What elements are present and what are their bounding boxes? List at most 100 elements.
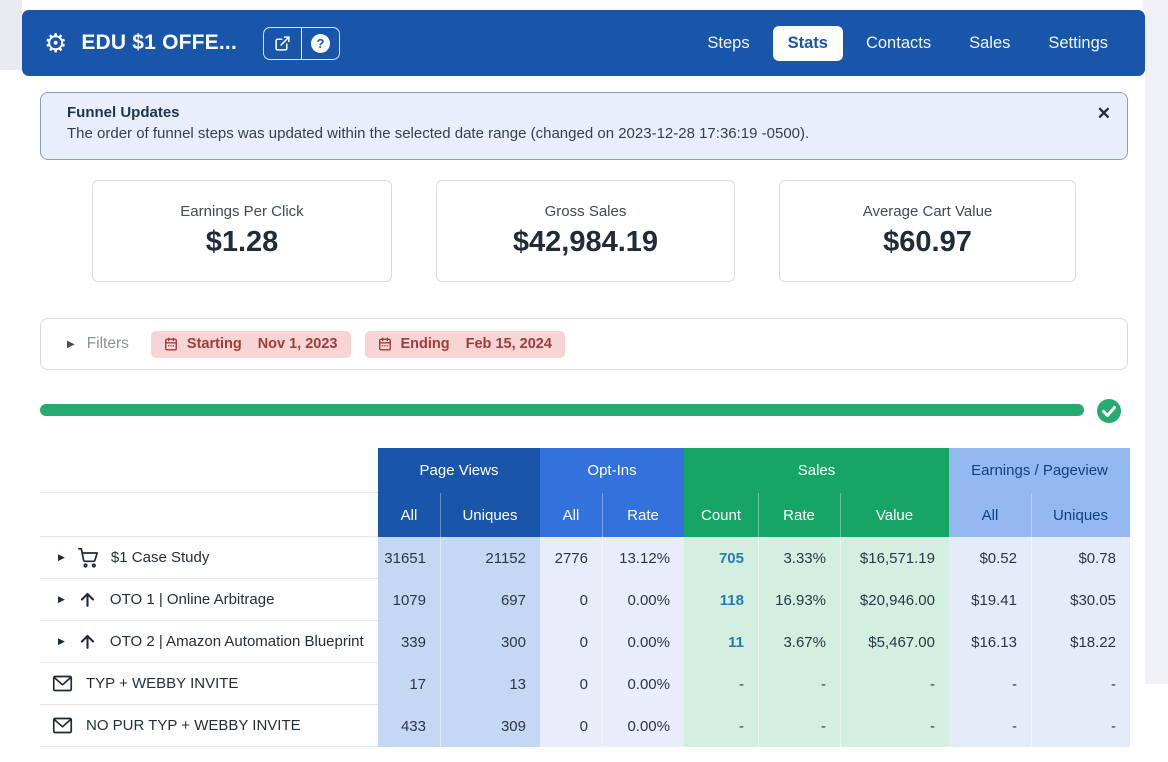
table-corner-spacer: [40, 448, 378, 493]
stat-card-value: $1.28: [205, 226, 279, 258]
open-funnel-button[interactable]: [262, 26, 302, 60]
cell-sales-value: -: [840, 705, 949, 747]
cell-sales-rate: 3.67%: [758, 621, 840, 663]
cell-earn-uniques: $0.78: [1031, 537, 1130, 579]
expand-caret-icon[interactable]: ▶: [58, 636, 65, 646]
cell-sales-rate: 3.33%: [758, 537, 840, 579]
cell-earn-uniques: $30.05: [1031, 579, 1130, 621]
ending-label: Ending: [400, 336, 450, 352]
cell-oi-rate: 0.00%: [602, 663, 684, 705]
funnel-step-row-label[interactable]: NO PUR TYP + WEBBY INVITE: [40, 705, 378, 747]
cell-oi-rate: 0.00%: [602, 621, 684, 663]
funnel-step-name: OTO 1 | Online Arbitrage: [109, 591, 275, 608]
col-header-sales-count[interactable]: Count: [684, 493, 758, 537]
sales-count-link[interactable]: 118: [719, 591, 744, 609]
stat-card-label: Earnings Per Click: [180, 203, 304, 220]
cell-earn-all: $19.41: [949, 579, 1031, 621]
cell-sales-value: $20,946.00: [840, 579, 949, 621]
col-group-earnings-pageview: Earnings / Pageview: [949, 448, 1130, 493]
funnel-step-name: TYP + WEBBY INVITE: [86, 675, 239, 692]
calendar-icon: [378, 337, 391, 351]
cell-pv-all: 339: [378, 621, 440, 663]
close-icon[interactable]: ✕: [1096, 104, 1111, 123]
filters-expand-caret-icon[interactable]: ▶: [67, 338, 75, 350]
funnel-tabs: Steps Stats Contacts Sales Settings: [692, 25, 1123, 61]
cell-earn-uniques: -: [1031, 663, 1130, 705]
cell-oi-rate: 13.12%: [602, 537, 684, 579]
cell-sales-count: 11: [684, 621, 758, 663]
cell-pv-uniques: 697: [440, 579, 540, 621]
cell-sales-count: 705: [684, 537, 758, 579]
sales-count-link[interactable]: 705: [718, 549, 744, 567]
cell-sales-value: -: [840, 663, 949, 705]
funnel-stats-table: Page Views Opt-Ins Sales Earnings / Page…: [40, 448, 1130, 747]
starting-label: Starting: [186, 336, 242, 352]
arrow-up-icon: [78, 632, 97, 651]
stat-card-label: Average Cart Value: [862, 203, 993, 220]
banner-title: Funnel Updates: [67, 104, 180, 121]
col-header-sales-rate[interactable]: Rate: [758, 493, 840, 537]
cell-earn-all: $16.13: [949, 621, 1031, 663]
starting-date-value: Nov 1, 2023: [257, 336, 338, 352]
funnel-step-row-label[interactable]: TYP + WEBBY INVITE: [40, 663, 378, 705]
stat-card-gross-sales: Gross Sales $42,984.19: [436, 180, 735, 282]
sales-count-link[interactable]: 11: [728, 633, 744, 651]
expand-caret-icon[interactable]: ▶: [58, 594, 65, 604]
stat-card-earnings-per-click: Earnings Per Click $1.28: [92, 180, 392, 282]
tab-settings[interactable]: Settings: [1048, 33, 1108, 52]
cell-pv-uniques: 300: [440, 621, 540, 663]
tab-stats[interactable]: Stats: [772, 25, 843, 61]
cell-pv-uniques: 309: [440, 705, 540, 747]
cell-sales-rate: -: [758, 705, 840, 747]
funnel-title: EDU $1 OFFE...: [81, 31, 237, 54]
filters-bar: ▶ Filters Starting Nov 1, 2023 Ending Fe…: [40, 318, 1128, 370]
tab-sales[interactable]: Sales: [969, 33, 1011, 52]
expand-caret-icon[interactable]: ▶: [58, 552, 65, 562]
stat-card-average-cart-value: Average Cart Value $60.97: [779, 180, 1076, 282]
col-header-sales-value[interactable]: Value: [840, 493, 949, 537]
stat-card-value: $60.97: [883, 226, 972, 258]
cell-oi-all: 0: [540, 621, 602, 663]
arrow-up-icon: [78, 590, 97, 609]
col-group-opt-ins: Opt-Ins: [540, 448, 684, 493]
cell-earn-all: -: [949, 663, 1031, 705]
cell-pv-all: 17: [378, 663, 440, 705]
starting-date-badge[interactable]: Starting Nov 1, 2023: [150, 330, 351, 358]
tab-steps[interactable]: Steps: [707, 33, 750, 52]
help-icon: ?: [310, 33, 330, 53]
col-header-pv-uniques[interactable]: Uniques: [440, 493, 540, 537]
cell-pv-all: 1079: [378, 579, 440, 621]
cell-sales-rate: 16.93%: [758, 579, 840, 621]
funnel-progress-bar: [40, 404, 1084, 416]
cell-earn-all: $0.52: [949, 537, 1031, 579]
col-header-pv-all[interactable]: All: [378, 493, 440, 537]
funnel-panel: ⚙ EDU $1 OFFE... ? Steps Stats Contacts: [22, 10, 1145, 762]
cell-oi-all: 0: [540, 663, 602, 705]
col-group-page-views: Page Views: [378, 448, 540, 493]
col-group-sales: Sales: [684, 448, 949, 493]
funnel-step-row-label[interactable]: ▶ OTO 2 | Amazon Automation Blueprint: [40, 621, 378, 663]
ending-date-badge[interactable]: Ending Feb 15, 2024: [364, 330, 565, 358]
help-button[interactable]: ?: [300, 26, 340, 60]
cell-pv-uniques: 13: [440, 663, 540, 705]
cart-icon: [77, 547, 98, 568]
col-header-oi-all[interactable]: All: [540, 493, 602, 537]
filters-label: Filters: [86, 335, 129, 352]
col-header-earn-uniques[interactable]: Uniques: [1031, 493, 1130, 537]
envelope-icon: [52, 673, 73, 694]
cell-oi-all: 0: [540, 579, 602, 621]
funnel-step-row-label[interactable]: ▶ $1 Case Study: [40, 537, 378, 579]
col-header-oi-rate[interactable]: Rate: [602, 493, 684, 537]
funnel-updates-banner: Funnel Updates The order of funnel steps…: [40, 92, 1128, 160]
gear-icon[interactable]: ⚙: [44, 28, 68, 58]
check-circle-icon: [1096, 398, 1122, 424]
cell-sales-rate: -: [758, 663, 840, 705]
tab-contacts[interactable]: Contacts: [865, 33, 932, 52]
cell-pv-all: 31651: [378, 537, 440, 579]
funnel-header-bar: ⚙ EDU $1 OFFE... ? Steps Stats Contacts: [22, 10, 1145, 76]
cell-sales-value: $5,467.00: [840, 621, 949, 663]
col-header-earn-all[interactable]: All: [949, 493, 1031, 537]
stat-card-label: Gross Sales: [544, 203, 627, 220]
funnel-step-name: NO PUR TYP + WEBBY INVITE: [86, 717, 301, 734]
funnel-step-row-label[interactable]: ▶ OTO 1 | Online Arbitrage: [40, 579, 378, 621]
